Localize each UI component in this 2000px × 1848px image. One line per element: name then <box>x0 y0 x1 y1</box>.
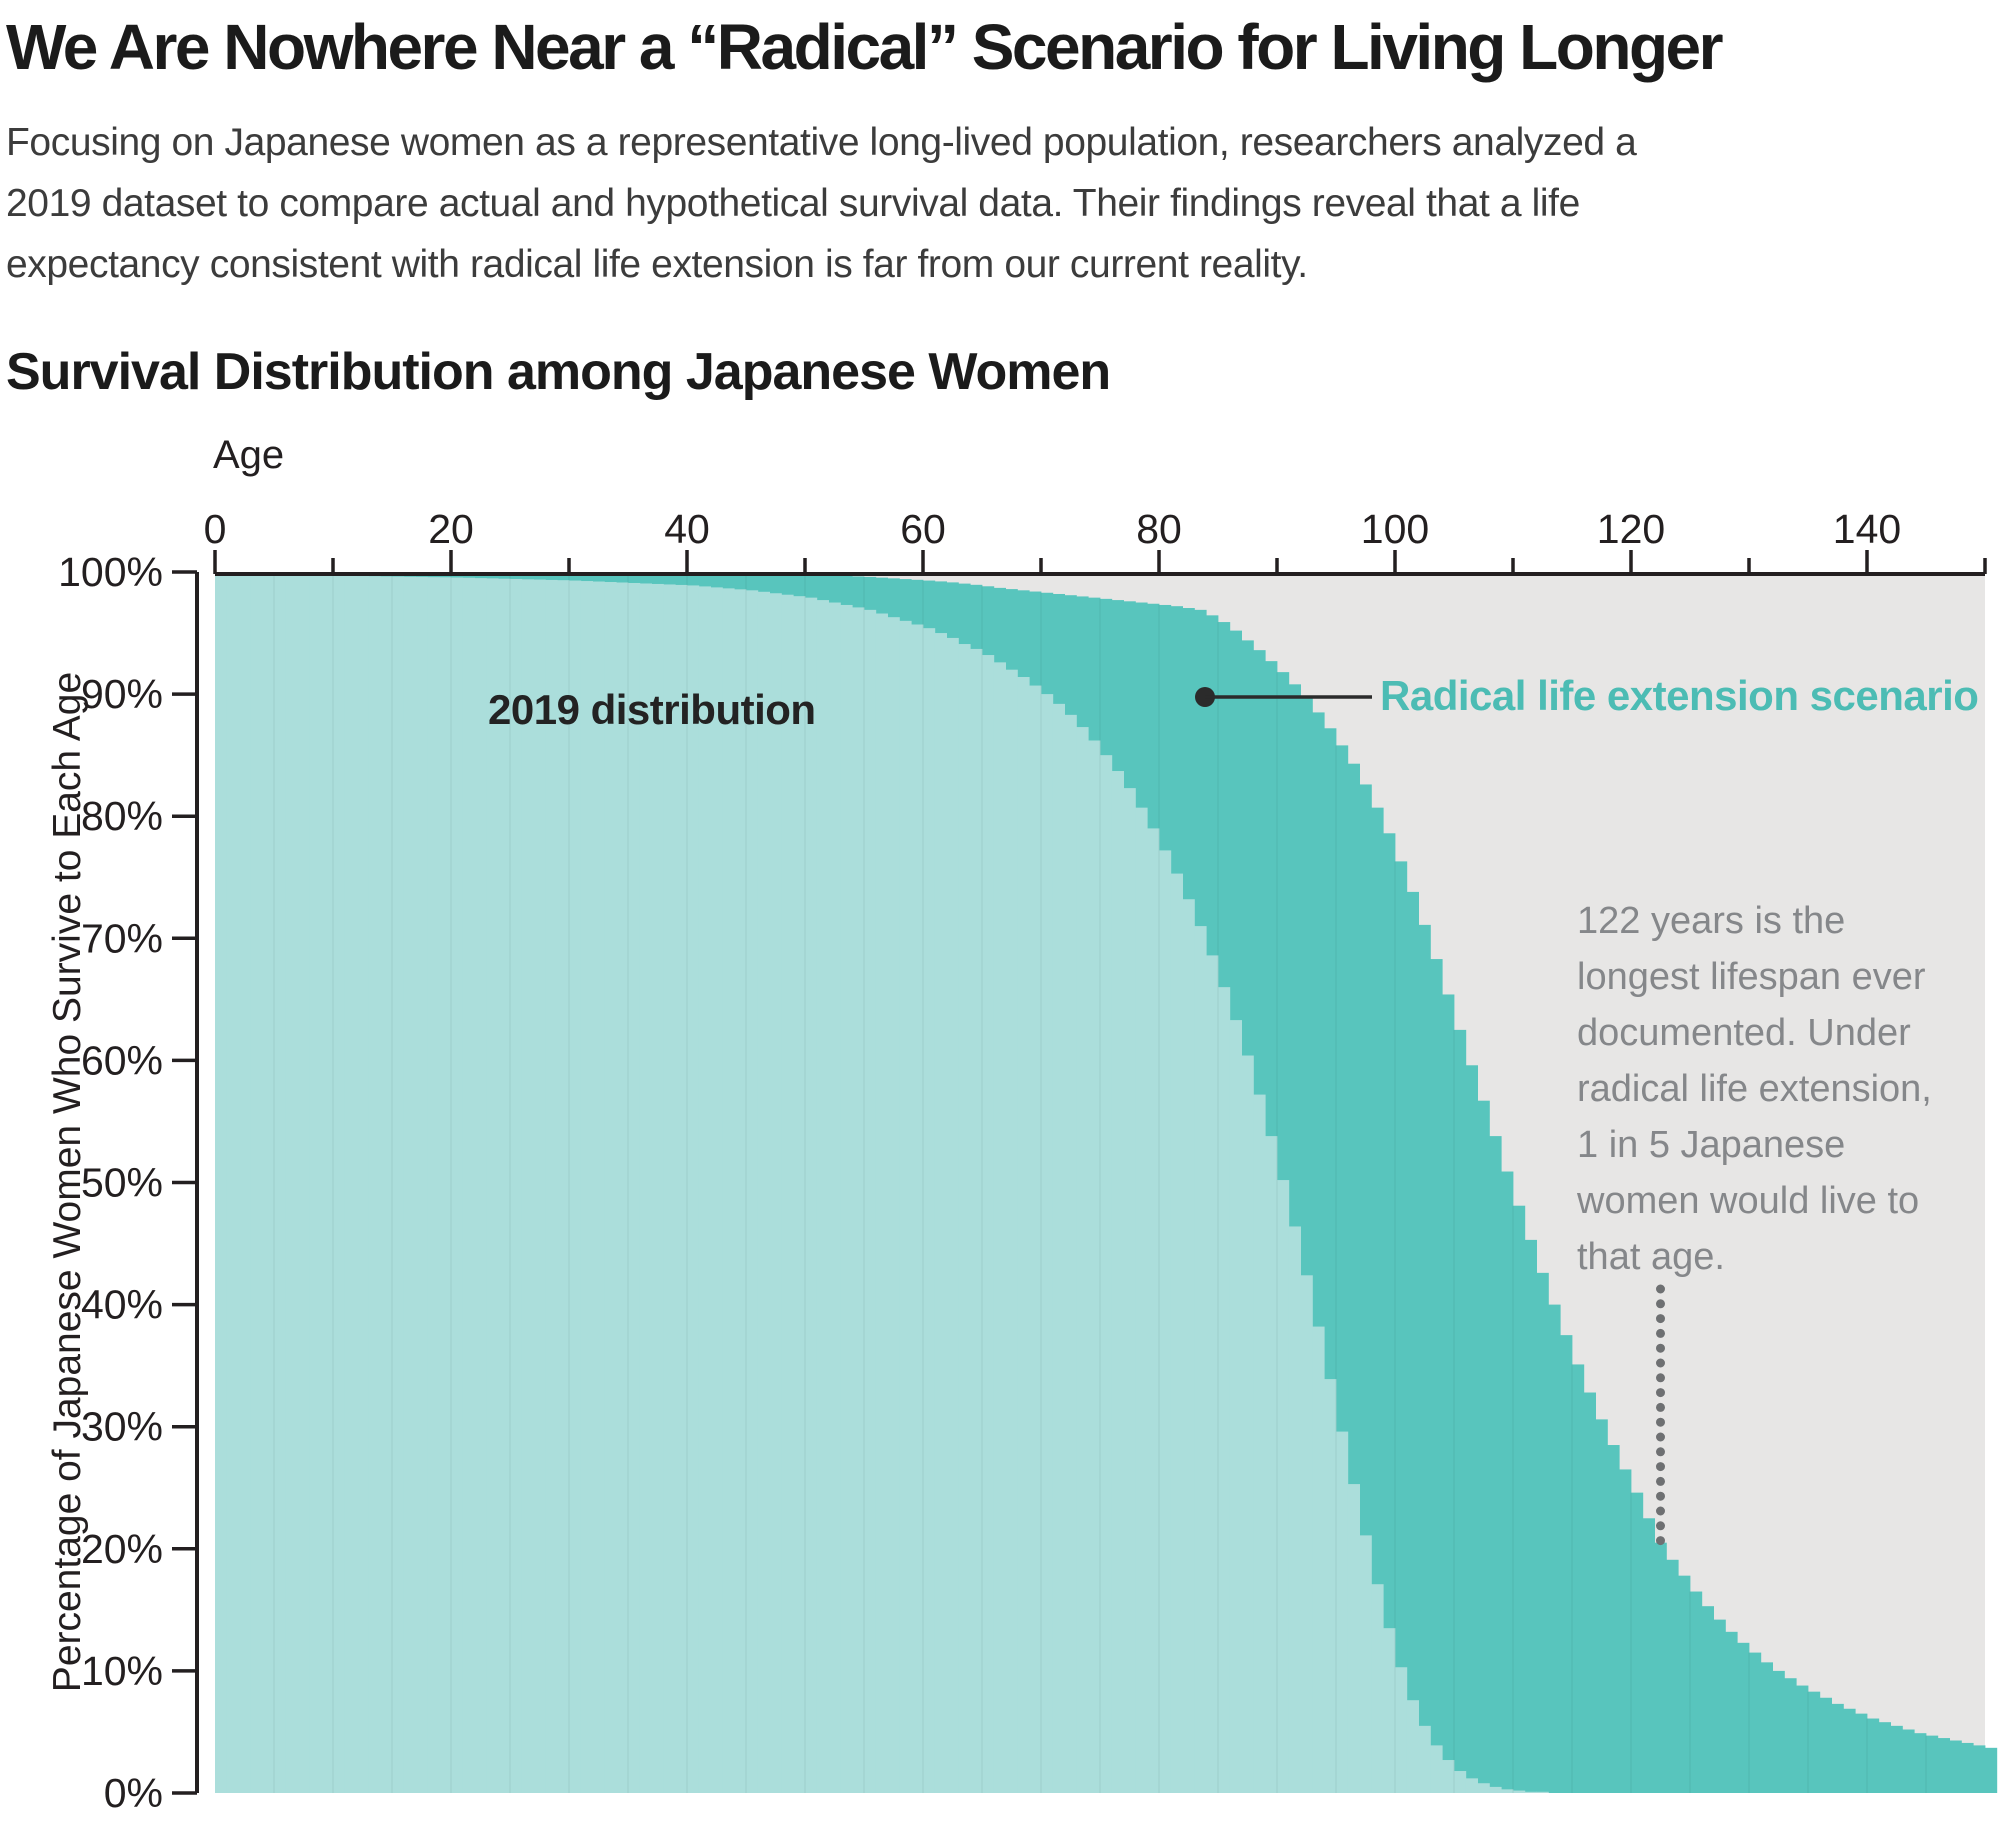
x-tick-label: 100 <box>1361 506 1429 552</box>
y-tick-label: 60% <box>81 1037 163 1083</box>
x-tick-label: 120 <box>1597 506 1665 552</box>
y-tick-label: 30% <box>81 1404 163 1450</box>
y-tick-label: 10% <box>81 1648 163 1694</box>
annotation-line: longest lifespan ever <box>1577 956 1926 998</box>
y-tick-label: 0% <box>104 1770 163 1816</box>
annotation-line: 122 years is the <box>1577 900 1846 942</box>
page-title: We Are Nowhere Near a “Radical” Scenario… <box>6 11 1724 83</box>
annotation-line: documented. Under <box>1577 1012 1911 1054</box>
x-tick-label: 140 <box>1833 506 1901 552</box>
x-tick-label: 80 <box>1136 506 1182 552</box>
y-tick-label: 90% <box>81 671 163 717</box>
subtitle-line-1: Focusing on Japanese women as a represen… <box>6 121 1637 164</box>
subtitle-line-2: 2019 dataset to compare actual and hypot… <box>6 182 1580 225</box>
x-tick-label: 0 <box>204 506 227 552</box>
x-tick-label: 20 <box>428 506 474 552</box>
x-tick-label: 40 <box>664 506 710 552</box>
y-tick-label: 80% <box>81 793 163 839</box>
y-tick-label: 100% <box>58 549 163 595</box>
y-tick-label: 70% <box>81 915 163 961</box>
annotation-line: that age. <box>1577 1236 1725 1278</box>
y-tick-label: 40% <box>81 1282 163 1328</box>
x-tick-label: 60 <box>900 506 946 552</box>
label-2019-distribution: 2019 distribution <box>488 686 816 733</box>
page-subtitle: Focusing on Japanese women as a represen… <box>6 112 1706 295</box>
annotation-line: women would live to <box>1577 1180 1920 1222</box>
x-axis-title: Age <box>213 433 284 477</box>
annotation-line: 1 in 5 Japanese <box>1577 1124 1846 1166</box>
annotation-line: radical life extension, <box>1577 1068 1932 1110</box>
y-tick-label: 20% <box>81 1526 163 1572</box>
y-tick-label: 50% <box>81 1160 163 1206</box>
annotation-122-years: 122 years is the longest lifespan ever d… <box>1577 893 2000 1285</box>
label-radical-scenario: Radical life extension scenario <box>1380 672 1979 719</box>
subtitle-line-3: expectancy consistent with radical life … <box>6 243 1308 286</box>
chart-title: Survival Distribution among Japanese Wom… <box>6 343 1111 401</box>
